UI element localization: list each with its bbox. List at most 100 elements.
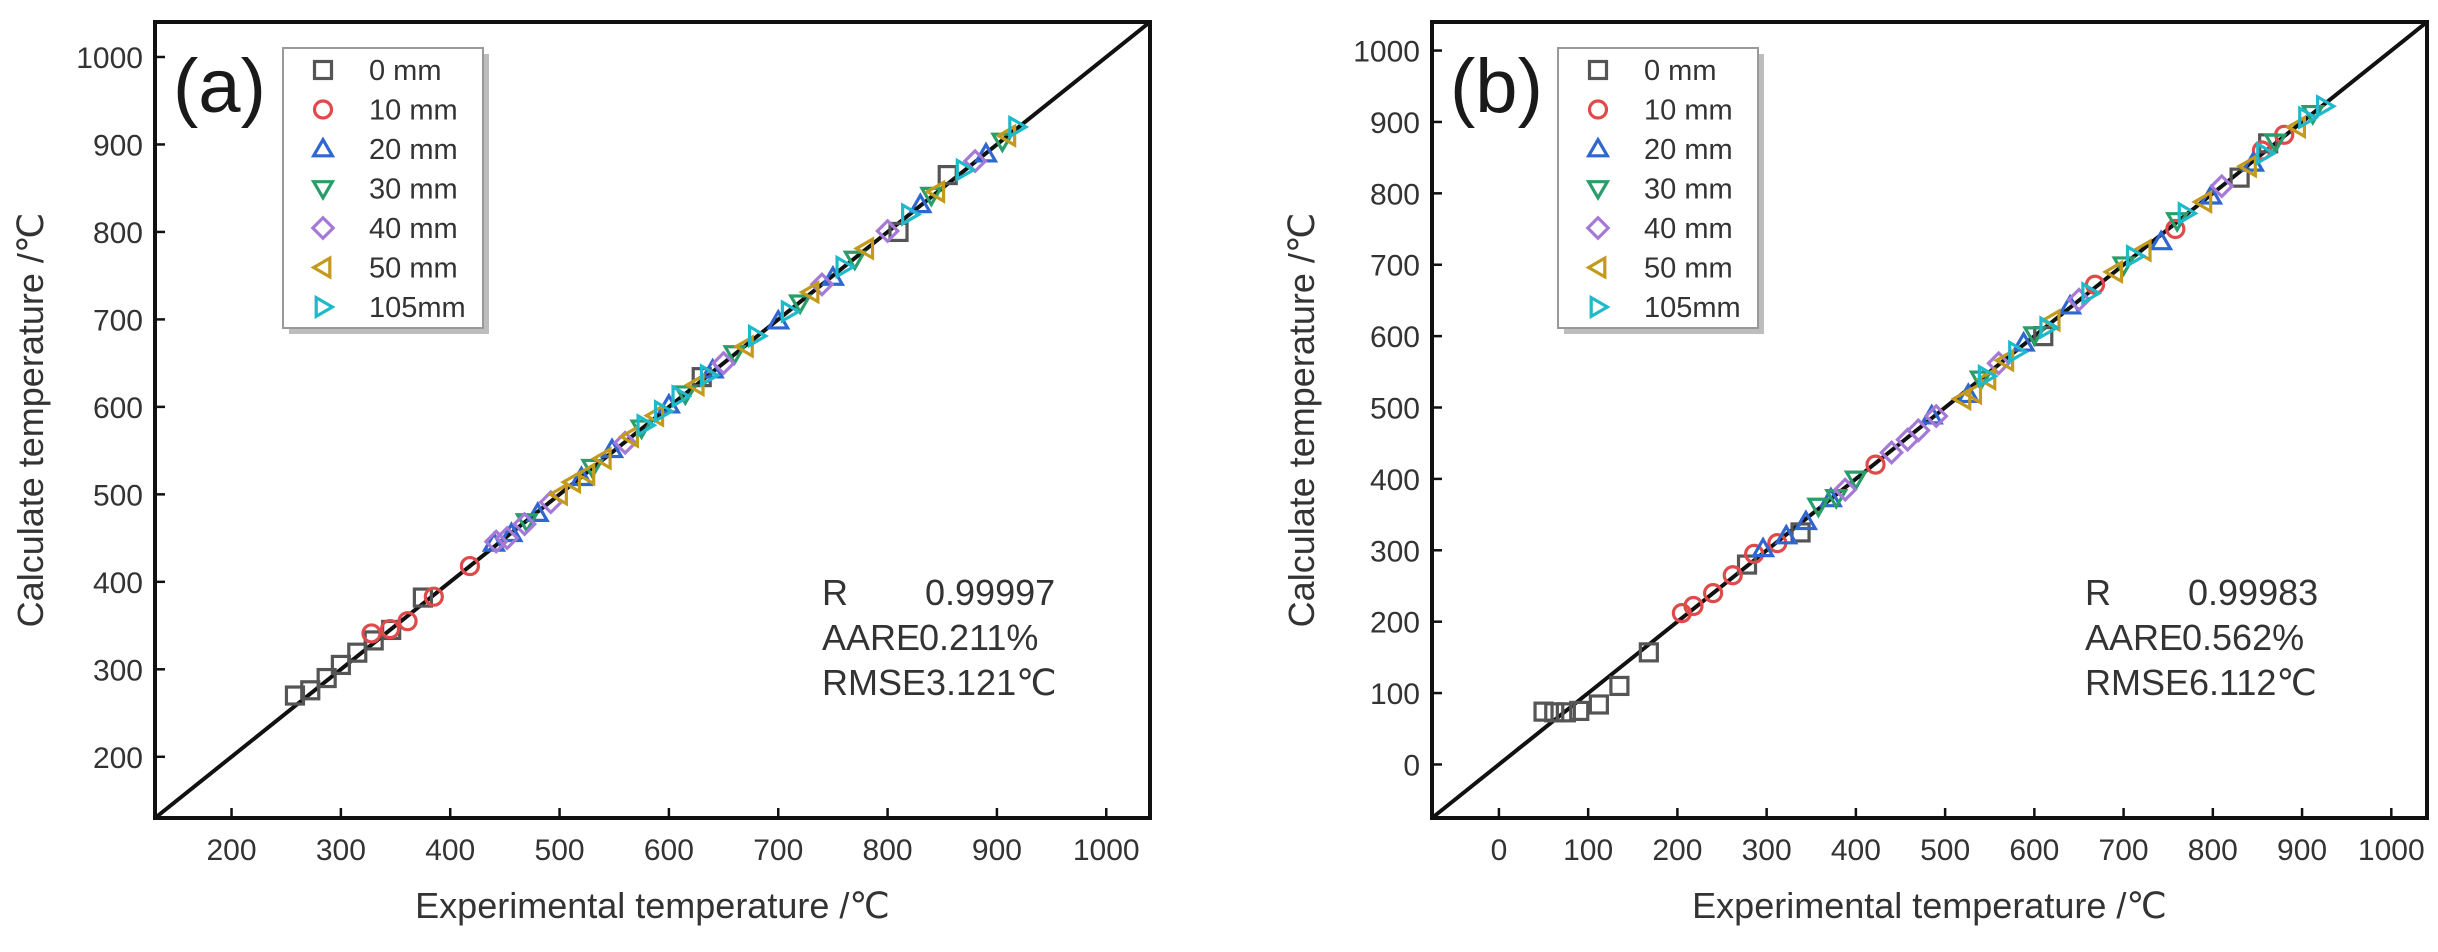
data-point: [599, 437, 625, 459]
plot-frame: [1430, 20, 2429, 820]
panel-label: (b): [1450, 44, 1543, 129]
data-point: [560, 469, 582, 495]
data-point: [1638, 642, 1659, 663]
x-tick-label: 700: [2099, 834, 2149, 867]
legend-label: 30 mm: [1644, 174, 1733, 206]
legend-label: 50 mm: [1644, 253, 1733, 285]
series-10mm: [1671, 124, 2295, 624]
data-point: [2209, 173, 2235, 199]
data-point: [494, 525, 520, 551]
data-point: [1544, 702, 1565, 723]
legend: 0 mm 10 mm 20 mm 30 mm 40 mm 50 mm 105mm: [1557, 47, 1764, 334]
data-point: [1774, 523, 1799, 545]
legend-marker: [1589, 294, 1611, 320]
data-point: [412, 587, 433, 608]
x-tick-label: 400: [425, 834, 475, 867]
y-tick-label: 700: [93, 304, 143, 337]
data-point: [901, 202, 922, 227]
plot-frame: [153, 20, 1152, 820]
x-tick-label: 300: [1742, 834, 1792, 867]
data-point: [1793, 509, 1819, 531]
x-tick-label: 900: [2277, 834, 2327, 867]
legend-label: 10 mm: [1644, 95, 1733, 127]
x-tick-label: 0: [1491, 834, 1508, 867]
x-tick-label: 900: [972, 834, 1022, 867]
stat-value: 0.562%: [2182, 617, 2304, 658]
data-point: [397, 611, 418, 632]
data-point: [574, 462, 596, 487]
data-point: [787, 294, 813, 316]
data-point: [316, 667, 337, 689]
data-point: [924, 179, 946, 204]
data-point: [1750, 536, 1776, 558]
data-point: [1950, 386, 1972, 412]
legend-label: 40 mm: [1644, 213, 1733, 245]
data-point: [512, 511, 538, 537]
data-point: [547, 482, 568, 507]
data-point: [300, 680, 321, 701]
legend-label: 50 mm: [369, 253, 458, 285]
data-point: [361, 623, 382, 644]
data-point: [2039, 315, 2061, 340]
data-point: [1683, 595, 1704, 617]
data-point: [2285, 114, 2307, 140]
chart-panel-b: 0 100 200 300 400 500 600 700 800 900 1000 0 100 200 3…: [1281, 20, 2429, 926]
legend-item: 50 mm: [310, 253, 458, 285]
x-tick-label: 400: [1831, 834, 1881, 867]
x-tick-label: 200: [1652, 834, 1702, 867]
stat-name: R: [822, 572, 848, 613]
data-point: [1986, 350, 2012, 376]
data-point: [423, 586, 444, 607]
y-axis-title: Calculate temperature /℃: [10, 213, 51, 628]
legend-marker: [1585, 215, 1611, 241]
legend-item: 105mm: [1589, 292, 1741, 324]
legend-marker: [310, 215, 336, 241]
data-point: [1555, 702, 1576, 723]
data-point: [1961, 381, 1983, 406]
data-point: [459, 555, 481, 577]
data-point: [908, 192, 933, 214]
x-tick-label: 500: [1920, 834, 1970, 867]
data-point: [671, 384, 693, 409]
stat-name: RMSE: [2085, 662, 2189, 703]
x-tick-label: 600: [644, 834, 694, 867]
data-point: [2008, 339, 2030, 364]
legend-label: 0 mm: [369, 55, 442, 87]
data-point: [1008, 114, 1030, 140]
data-point: [1832, 477, 1858, 503]
data-point: [1744, 543, 1765, 564]
data-point: [1533, 701, 1554, 722]
y-tick-label: 400: [1370, 464, 1420, 497]
data-point: [699, 363, 721, 388]
data-point: [569, 465, 594, 487]
legend-item: 0 mm: [312, 55, 442, 87]
data-point: [842, 250, 867, 272]
data-point: [1923, 403, 1949, 429]
data-point: [1843, 470, 1869, 492]
y-tick-label: 800: [93, 217, 143, 250]
x-tick-label: 700: [753, 834, 803, 867]
data-point: [379, 618, 401, 640]
data-point: [835, 254, 857, 280]
legend-item: 105mm: [314, 292, 466, 324]
data-point: [1588, 694, 1609, 715]
data-point: [1722, 565, 1743, 586]
x-tick-label: 600: [2009, 834, 2059, 867]
y-tick-label: 900: [93, 129, 143, 162]
y-tick-label: 400: [93, 567, 143, 600]
series-40mm: [483, 148, 988, 555]
data-point: [2081, 281, 2103, 306]
legend-item: 20 mm: [310, 134, 458, 166]
legend-marker: [312, 99, 334, 120]
stat-name: AARE: [822, 617, 920, 658]
data-point: [1879, 440, 1905, 465]
data-point: [2256, 141, 2278, 166]
data-point: [1977, 363, 1999, 389]
data-point: [2315, 94, 2337, 119]
series-105mm: [1977, 94, 2337, 389]
legend-item: 10 mm: [312, 95, 458, 127]
stat-value: 0.99983: [2188, 572, 2318, 613]
